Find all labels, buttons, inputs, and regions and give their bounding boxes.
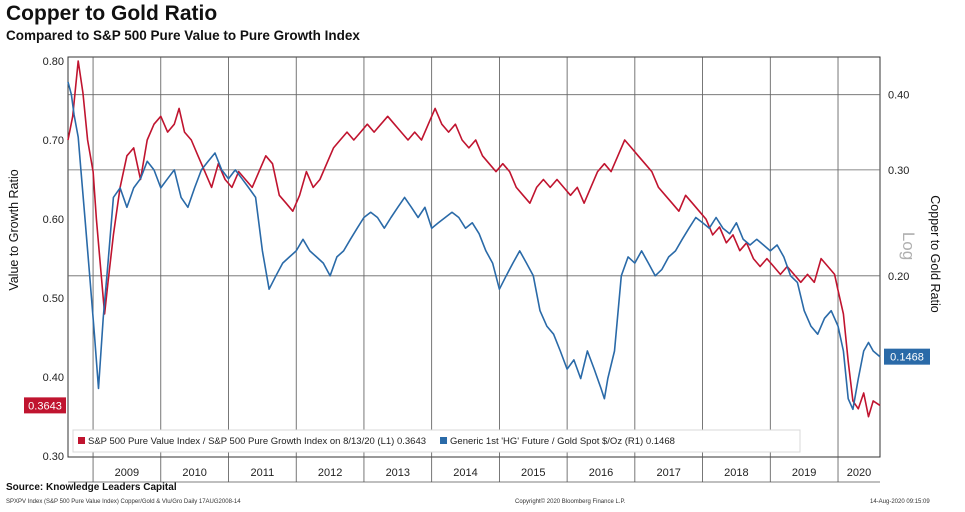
left-tick-label: 0.40 [43,372,64,384]
x-tick-label: 2012 [318,467,342,479]
right-value-tag [884,348,930,365]
x-tick-label: 2018 [724,467,748,479]
right-axis-label: Copper to Gold Ratio [928,195,942,313]
x-tick-label: 2015 [521,467,545,479]
x-axis-ticks: 2009 2010 2011 2012 2013 2014 2015 2016 2017 2018… [115,467,872,479]
value-tags: 0.3643 0.1468 [24,348,930,414]
chart-title: Copper to Gold Ratio [6,2,218,25]
ticker-note: SPXPV Index (S&P 500 Pure Value Index) C… [6,499,241,505]
legend-swatch [440,437,448,444]
series-layer [67,60,881,418]
legend-swatch [78,437,85,444]
left-value-tag [24,397,66,414]
x-tick-label: 2010 [182,467,206,479]
left-tick-label: 0.80 [43,56,64,68]
value-growth-line [67,60,881,418]
timestamp-note: 14-Aug-2020 09:15:09 [870,499,930,505]
right-axis-ticks: 0.40 0.30 0.20 [888,90,909,283]
legend-box [72,429,801,453]
x-tick-label: 2014 [453,467,477,479]
x-tick-label: 2009 [115,467,139,479]
chart-subtitle: Compared to S&P 500 Pure Value to Pure G… [6,28,360,43]
source-note: Source: Knowledge Leaders Capital [6,482,177,493]
left-tick-label: 0.70 [43,135,64,147]
x-tick-label: 2017 [656,467,680,479]
x-tick-label: 2016 [589,467,613,479]
left-value-tag-text: 0.3643 [28,400,62,412]
left-tick-label: 0.60 [43,214,64,226]
copper-gold-line [67,81,881,411]
left-tick-label: 0.30 [43,451,64,463]
chart-legend: S&P 500 Pure Value Index / S&P 500 Pure … [72,429,801,453]
left-axis-ticks: 0.80 0.70 0.60 0.50 0.40 0.30 [43,56,64,463]
right-value-tag-text: 0.1468 [890,352,924,364]
log-scale-label: Log [899,231,918,261]
legend-entry: S&P 500 Pure Value Index / S&P 500 Pure … [88,436,426,447]
x-tick-label: 2011 [251,467,275,479]
x-tick-label: 2019 [792,467,816,479]
legend-entry: Generic 1st 'HG' Future / Gold Spot $/Oz… [450,436,675,447]
left-tick-label: 0.50 [43,293,64,305]
copyright-note: Copyright© 2020 Bloomberg Finance L.P. [515,499,626,505]
x-tick-label: 2013 [386,467,410,479]
x-tick-label: 2020 [847,467,871,479]
left-axis-label: Value to Growth Ratio [7,169,21,291]
right-tick-label: 0.40 [888,90,909,102]
right-tick-label: 0.30 [888,165,909,177]
plot-frame [67,56,881,458]
right-tick-label: 0.20 [888,271,909,283]
